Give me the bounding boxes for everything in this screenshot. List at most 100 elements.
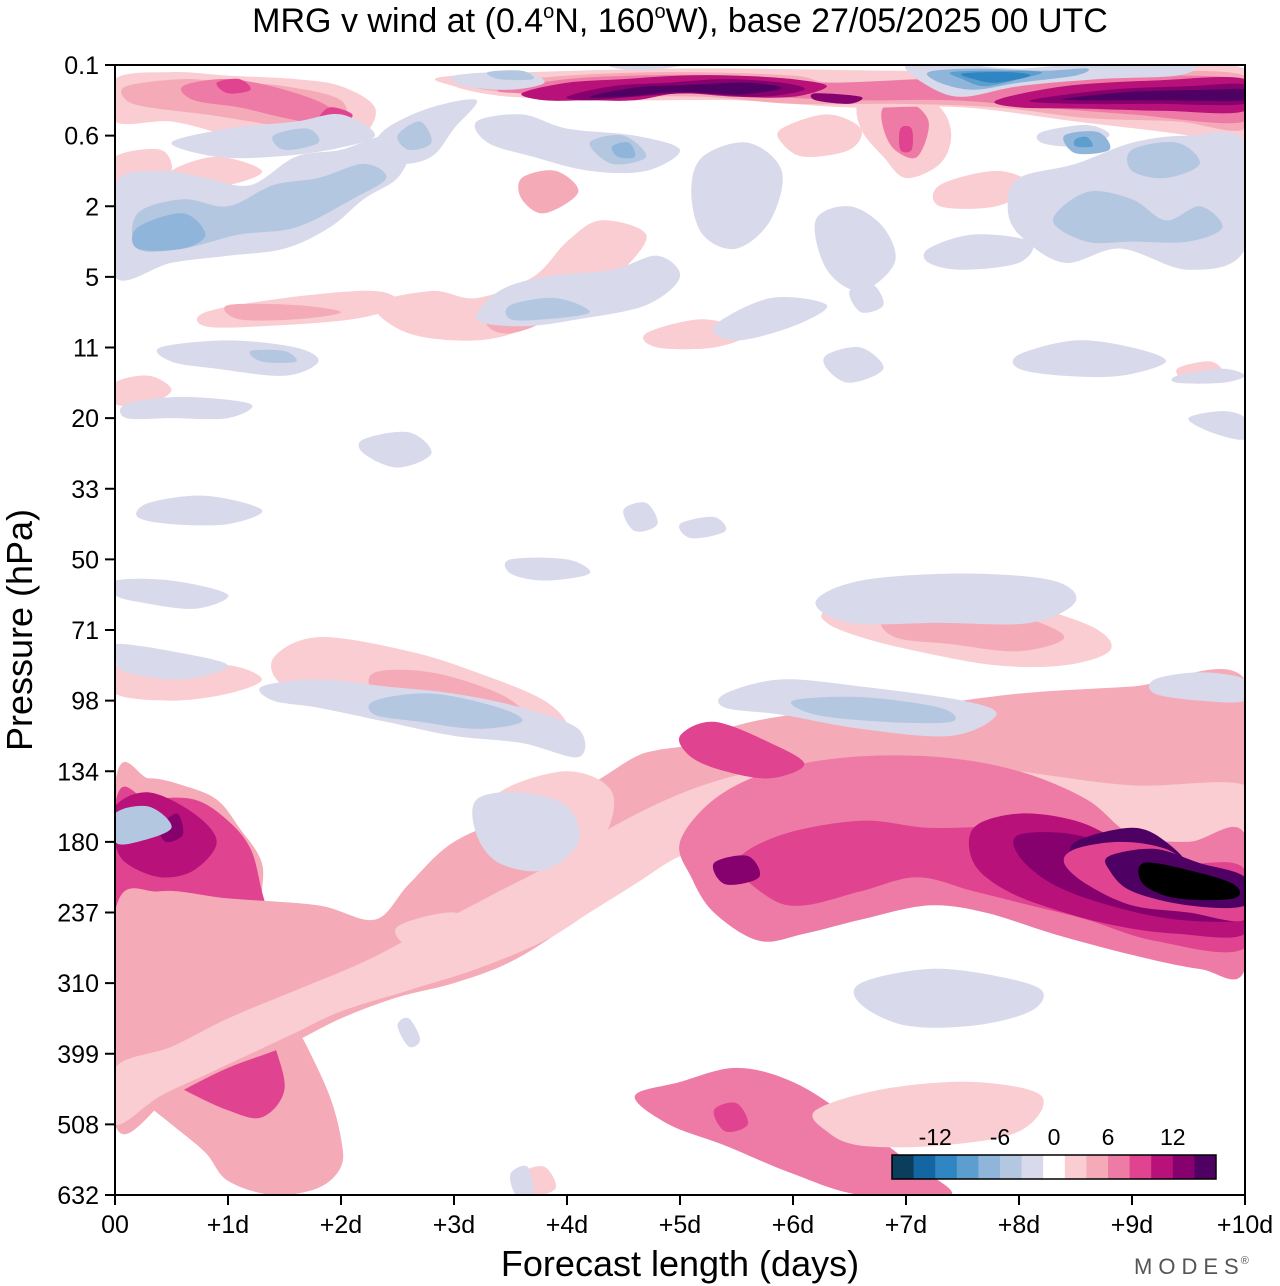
colorbar-swatch [1194, 1155, 1217, 1179]
negative-wind-contour [510, 1165, 534, 1195]
y-axis-label: Pressure (hPa) [0, 509, 40, 751]
negative-wind-contour [1127, 142, 1200, 179]
negative-wind-contour [608, 65, 682, 70]
colorbar-swatch [1064, 1155, 1087, 1179]
positive-wind-contour [812, 1081, 1044, 1148]
positive-wind-contour [898, 125, 914, 153]
y-tick-label: 71 [71, 617, 99, 645]
x-tick-label: +8d [998, 1211, 1040, 1239]
negative-wind-contour [823, 346, 884, 383]
negative-wind-contour [131, 213, 206, 251]
positive-wind-contour [1062, 88, 1245, 102]
y-tick-label: 0.1 [64, 52, 99, 80]
positive-wind-contour [932, 170, 1031, 209]
negative-wind-contour [814, 206, 896, 292]
negative-wind-contour [791, 696, 956, 724]
negative-wind-contour [115, 643, 229, 680]
colorbar-frame [891, 1154, 1217, 1180]
positive-wind-contour [1138, 862, 1241, 901]
negative-wind-contour [119, 396, 253, 420]
y-axis: 0.1 0.6 2 5 11 20 33 50 71 98 134 180 237 310 399 508 63… [57, 52, 115, 1210]
colorbar-tick-label: 0 [1048, 1124, 1061, 1150]
negative-wind-contour [368, 693, 523, 729]
colorbar-swatch [956, 1155, 979, 1179]
y-tick-label: 0.6 [64, 123, 99, 151]
positive-wind-contour [374, 220, 647, 341]
negative-wind-contour [1073, 136, 1093, 148]
negative-wind-contour [1188, 411, 1245, 440]
x-tick-label: +5d [659, 1211, 701, 1239]
colorbar-swatch [1000, 1155, 1023, 1179]
negative-wind-contour [691, 142, 783, 250]
x-tick-label: +4d [546, 1211, 588, 1239]
x-axis-label: Forecast length (days) [501, 1243, 859, 1284]
positive-wind-contour [115, 756, 1245, 1125]
positive-wind-contour [180, 79, 336, 126]
negative-wind-contour [504, 557, 591, 581]
y-tick-label: 20 [71, 405, 99, 433]
negative-wind-contour [1148, 672, 1245, 703]
negative-wind-contour [678, 516, 727, 539]
colorbar-tick-label: 6 [1102, 1124, 1115, 1150]
y-tick-label: 134 [57, 758, 99, 786]
chart-title: MRG v wind at (0.4oN, 160oW), base 27/05… [252, 1, 1108, 40]
y-tick-label: 310 [57, 970, 99, 998]
x-tick-label: +3d [433, 1211, 475, 1239]
negative-wind-contour [249, 349, 297, 363]
negative-wind-contour [623, 502, 658, 532]
y-tick-label: 50 [71, 546, 99, 574]
positive-wind-contour [712, 855, 761, 885]
negative-wind-contour [486, 70, 535, 81]
positive-wind-contour [634, 1067, 953, 1195]
x-tick-label: +7d [885, 1211, 927, 1239]
y-tick-label: 237 [57, 900, 99, 928]
colorbar-legend: -12 -6 0 6 12 [891, 1124, 1217, 1180]
positive-wind-contour [713, 1102, 749, 1133]
colorbar-swatch [935, 1155, 958, 1179]
colorbar-swatch [1172, 1155, 1195, 1179]
colorbar-swatch [913, 1155, 936, 1179]
colorbar-swatch [1108, 1155, 1131, 1179]
x-tick-label: +10d [1217, 1211, 1273, 1239]
negative-wind-contour [358, 431, 432, 468]
negative-wind-contour [611, 142, 636, 159]
negative-wind-contour [849, 283, 884, 313]
negative-wind-contour [815, 573, 1077, 625]
positive-wind-contour [518, 170, 579, 214]
positive-wind-contour [395, 912, 477, 956]
negative-wind-contour [136, 495, 263, 526]
negative-wind-contour [1012, 340, 1167, 378]
x-tick-label: +2d [320, 1211, 362, 1239]
negative-wind-contour [712, 296, 828, 341]
y-tick-label: 399 [57, 1041, 99, 1069]
y-tick-label: 180 [57, 829, 99, 857]
negative-wind-contour [156, 340, 319, 376]
colorbar-swatch [1043, 1155, 1066, 1179]
x-tick-label: +9d [1111, 1211, 1153, 1239]
positive-wind-contour [777, 114, 862, 158]
plot-area [114, 64, 1246, 1196]
positive-wind-contour [678, 721, 805, 779]
positive-wind-contour [810, 93, 863, 104]
negative-wind-contour [960, 71, 1031, 83]
negative-wind-contour [1171, 368, 1245, 384]
contour-fields [115, 65, 1245, 1195]
positive-wind-contour [216, 78, 251, 94]
x-tick-label: 00 [101, 1211, 129, 1239]
y-tick-label: 632 [57, 1182, 99, 1210]
colorbar-swatch [1129, 1155, 1152, 1179]
negative-wind-contour [115, 805, 172, 845]
x-axis: 00 +1d +2d +3d +4d +5d +6d +7d +8d +9d +10d [101, 1195, 1273, 1239]
positive-wind-contour [159, 813, 184, 843]
negative-wind-contour [397, 1017, 421, 1048]
y-tick-label: 2 [85, 193, 99, 221]
colorbar-swatch [1021, 1155, 1044, 1179]
colorbar-swatch [1151, 1155, 1174, 1179]
positive-wind-contour [589, 82, 782, 98]
negative-wind-contour [505, 297, 590, 321]
y-tick-label: 508 [57, 1111, 99, 1139]
y-tick-label: 33 [71, 476, 99, 504]
y-tick-label: 5 [85, 264, 99, 292]
negative-wind-contour [472, 792, 580, 872]
